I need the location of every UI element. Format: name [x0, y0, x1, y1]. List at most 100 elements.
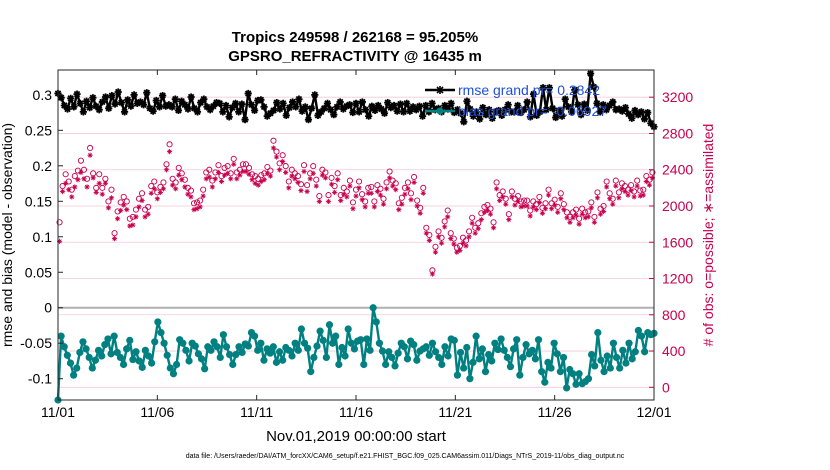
bias-point	[297, 325, 305, 333]
obs-assimilated-point	[521, 203, 527, 209]
rmse-point	[95, 106, 103, 114]
bias-point	[191, 342, 199, 350]
y2-tick-label: 2800	[662, 125, 693, 141]
obs-assimilated-point	[124, 207, 130, 213]
rmse-point	[469, 112, 477, 120]
rmse-point	[523, 98, 531, 106]
chart-title-line2: GPSRO_REFRACTIVITY @ 16435 m	[228, 48, 482, 65]
obs-assimilated-point	[600, 208, 607, 215]
obs-assimilated-point	[105, 205, 112, 211]
rmse-point	[70, 103, 78, 111]
obs-assimilated-point	[506, 216, 512, 223]
bias-point	[550, 339, 558, 347]
obs-assimilated-point	[591, 219, 597, 225]
rmse-point	[336, 98, 344, 106]
rmse-point	[498, 111, 506, 120]
obs-assimilated-point	[640, 192, 646, 198]
rmse-point	[444, 105, 452, 113]
obs-possible-point	[285, 178, 292, 185]
obs-assimilated-point	[63, 180, 69, 186]
rmse-point	[124, 96, 132, 104]
obs-assimilated-point	[292, 176, 298, 182]
rmse-point	[89, 94, 97, 102]
rmse-point	[520, 106, 528, 114]
obs-assimilated-point	[429, 271, 436, 277]
bias-point	[144, 352, 153, 360]
x-tick-label: 11/11	[240, 404, 273, 420]
obs-possible-point	[444, 207, 451, 214]
obs-assimilated-point	[466, 234, 472, 240]
bias-point	[222, 343, 231, 351]
obs-assimilated-point	[518, 204, 524, 210]
obs-assimilated-point	[524, 203, 530, 209]
bias-point	[569, 370, 577, 378]
rmse-point	[533, 111, 541, 120]
obs-assimilated-point	[301, 168, 307, 175]
obs-possible-point	[352, 186, 360, 193]
obs-assimilated-point	[108, 195, 115, 201]
obs-possible-point	[411, 173, 418, 181]
rmse-point	[114, 88, 122, 96]
obs-assimilated-point	[631, 194, 637, 200]
rmse-point	[361, 106, 370, 114]
obs-assimilated-point	[270, 145, 277, 151]
obs-assimilated-point	[353, 193, 359, 199]
obs-possible-point	[197, 197, 204, 204]
obs-possible-point	[215, 162, 222, 169]
rmse-point	[222, 101, 230, 110]
rmse-point	[567, 108, 576, 116]
rmse-point	[634, 111, 642, 119]
rmse-point	[631, 106, 639, 115]
y2-tick-label: 0	[662, 379, 670, 395]
bias-point	[547, 364, 555, 372]
obs-possible-point	[481, 203, 488, 210]
obs-assimilated-point	[325, 198, 332, 205]
obs-assimilated-point	[637, 193, 643, 199]
bias-point	[606, 364, 614, 372]
bias-point	[319, 336, 327, 344]
rmse-point	[640, 115, 649, 123]
obs-possible-point	[270, 137, 277, 144]
obs-assimilated-point	[206, 174, 212, 180]
obs-possible-point	[563, 209, 570, 216]
obs-possible-point	[524, 197, 531, 204]
obs-assimilated-point	[454, 249, 460, 255]
rmse-point	[292, 103, 300, 111]
obs-assimilated-point	[310, 170, 316, 176]
rmse-point	[282, 111, 290, 120]
rmse-point	[406, 107, 414, 115]
obs-possible-point	[536, 193, 543, 200]
obs-assimilated-point	[396, 207, 402, 213]
obs-possible-point	[447, 230, 454, 237]
obs-possible-point	[637, 187, 644, 194]
rmse-point	[190, 104, 198, 112]
obs-assimilated-point	[240, 168, 246, 175]
obs-possible-point	[359, 191, 366, 198]
bias-point	[332, 332, 340, 340]
obs-assimilated-point	[549, 206, 555, 212]
rmse-point	[298, 107, 306, 115]
obs-possible-point	[160, 179, 167, 186]
rmse-point	[197, 99, 205, 107]
bias-point	[157, 328, 165, 337]
obs-assimilated-point	[463, 243, 469, 249]
obs-possible-point	[294, 173, 301, 180]
bias-point	[275, 348, 284, 356]
bias-point	[235, 343, 243, 351]
rmse-point	[257, 96, 265, 104]
bias-point	[216, 353, 224, 362]
bias-point	[575, 370, 583, 378]
obs-possible-point	[579, 205, 586, 212]
obs-possible-point	[59, 182, 66, 190]
obs-assimilated-point	[84, 184, 90, 190]
bias-point	[98, 352, 106, 360]
rmse-point	[564, 103, 573, 111]
obs-assimilated-point	[356, 185, 362, 191]
bias-point	[313, 342, 321, 350]
rmse-point	[561, 95, 569, 103]
bias-point	[382, 360, 390, 369]
obs-assimilated-point	[478, 216, 484, 223]
obs-possible-point	[282, 163, 289, 170]
obs-assimilated-point	[390, 183, 396, 189]
obs-assimilated-point	[228, 176, 234, 182]
